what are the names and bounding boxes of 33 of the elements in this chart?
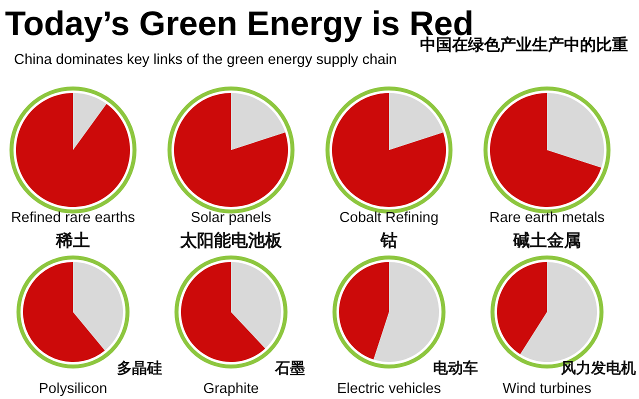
text: Solar panels bbox=[190, 210, 272, 226]
text: Rare earth metals bbox=[489, 210, 605, 226]
pie-slice bbox=[73, 93, 107, 150]
pie-slice bbox=[73, 262, 123, 351]
pie-slice bbox=[374, 262, 439, 362]
text: 稀土 bbox=[55, 231, 90, 251]
pie-slice bbox=[332, 93, 446, 207]
pie-slice bbox=[231, 93, 286, 150]
text: 石墨 bbox=[274, 359, 305, 377]
text: Wind turbines bbox=[502, 381, 592, 397]
text: Electric vehicles bbox=[337, 381, 441, 397]
pie-slice bbox=[389, 93, 444, 150]
pie-slice bbox=[339, 262, 389, 360]
text: Cobalt Refining bbox=[339, 210, 439, 226]
text: China dominates key links of the green energy supply chain bbox=[14, 52, 397, 68]
text: 碱土金属 bbox=[512, 231, 581, 251]
pie-slice bbox=[181, 262, 266, 362]
pie-slice bbox=[16, 93, 130, 207]
text: 风力发电机 bbox=[560, 359, 636, 377]
pie-slice bbox=[490, 93, 602, 207]
text: 多晶硅 bbox=[117, 359, 162, 377]
text: Refined rare earths bbox=[10, 210, 136, 226]
text: Polysilicon bbox=[38, 381, 108, 397]
text: 太阳能电池板 bbox=[179, 231, 283, 251]
pie-slice bbox=[174, 93, 288, 207]
text: 钴 bbox=[380, 231, 398, 251]
text: 电动车 bbox=[433, 359, 478, 377]
pie-slice bbox=[547, 93, 604, 168]
pie-slice bbox=[520, 262, 597, 362]
pie-slice bbox=[497, 262, 547, 354]
text: Graphite bbox=[203, 381, 259, 397]
pie-slice bbox=[231, 262, 281, 348]
pie-slice bbox=[23, 262, 105, 362]
